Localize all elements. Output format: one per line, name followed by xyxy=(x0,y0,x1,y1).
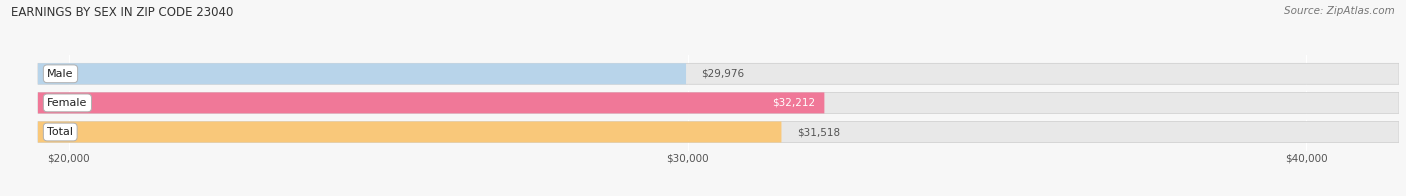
FancyBboxPatch shape xyxy=(38,122,1399,142)
FancyBboxPatch shape xyxy=(38,93,824,113)
Text: Female: Female xyxy=(48,98,87,108)
FancyBboxPatch shape xyxy=(38,63,1399,84)
Text: Total: Total xyxy=(48,127,73,137)
Text: $29,976: $29,976 xyxy=(702,69,745,79)
FancyBboxPatch shape xyxy=(38,122,782,142)
Text: Male: Male xyxy=(48,69,73,79)
Text: EARNINGS BY SEX IN ZIP CODE 23040: EARNINGS BY SEX IN ZIP CODE 23040 xyxy=(11,6,233,19)
Text: $32,212: $32,212 xyxy=(772,98,815,108)
Text: Source: ZipAtlas.com: Source: ZipAtlas.com xyxy=(1284,6,1395,16)
Text: $31,518: $31,518 xyxy=(797,127,839,137)
FancyBboxPatch shape xyxy=(38,93,1399,113)
FancyBboxPatch shape xyxy=(38,63,686,84)
